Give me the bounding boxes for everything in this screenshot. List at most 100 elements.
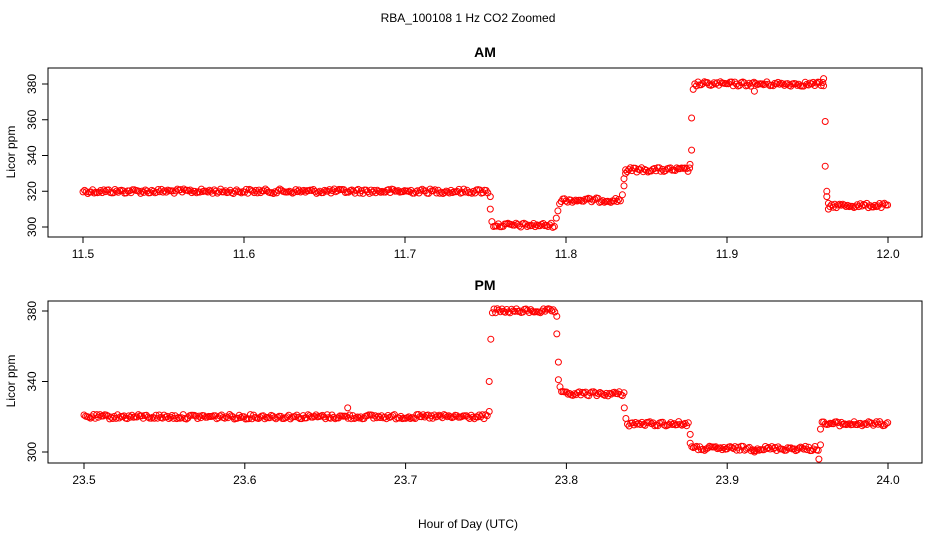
pm-data-point [704,444,712,452]
am-ytick-label: 320 [25,181,39,201]
pm-data-point [877,420,885,428]
am-data-point [774,78,782,86]
am-data-point [349,187,357,195]
pm-data-point [355,414,363,422]
pm-data-point [405,413,413,421]
pm-data-point [688,443,696,451]
am-data-point [884,201,892,209]
am-data-point [823,187,831,195]
am-ytick-label: 340 [25,145,39,165]
am-data-point [616,197,624,205]
pm-data-point [374,412,382,420]
pm-data-point [346,411,354,419]
pm-data-point [554,376,562,384]
am-xtick-label: 11.9 [716,247,739,261]
am-data-point [684,167,692,175]
pm-data-point [434,412,442,420]
pm-data-point [354,413,362,421]
am-data-point [819,79,827,86]
am-data-point [864,204,872,212]
pm-data-point [720,444,728,451]
am-data-point [207,187,215,195]
am-data-point [293,188,301,196]
am-data-point [311,187,319,195]
am-data-point [820,82,828,90]
pm-data-point [99,412,107,420]
am-ytick-label: 300 [25,217,39,237]
am-data-point [820,75,828,83]
pm-data-point [469,413,477,421]
pm-xtick-label: 23.5 [72,473,96,487]
am-ylabel: Licor ppm [4,126,18,179]
am-data-point [193,189,201,197]
am-data-point [871,201,879,209]
pm-data-point [686,439,694,447]
pm-data-point [594,390,602,398]
pm-data-point [614,390,622,398]
pm-data-point [548,307,556,315]
am-data-point [552,214,560,222]
pm-data-point [195,412,203,420]
am-data-point [688,146,696,154]
pm-data-point [817,425,824,433]
pm-data-point [490,305,498,313]
pm-data-point [712,443,720,451]
am-data-point [162,188,170,196]
am-data-point [180,185,188,193]
pm-ytick-label: 380 [25,301,39,321]
pm-ylabel: Licor ppm [4,355,18,408]
am-data-point [750,87,758,95]
pm-data-point [516,307,524,315]
am-data-point [486,205,494,213]
pm-data-point [676,420,684,428]
pm-data-point [646,418,654,426]
am-data-point [364,188,372,196]
pm-ytick-label: 300 [25,442,39,462]
pm-data-point [684,419,692,427]
am-data-point [220,188,228,196]
am-data-point [488,218,496,226]
pm-data-point [815,455,823,463]
am-data-point [469,187,477,195]
pm-data-point [834,419,842,426]
pm-data-point [718,446,726,454]
am-data-point [824,205,832,213]
am-data-point [876,200,884,207]
pm-xtick-label: 24.0 [876,473,900,487]
pm-data-point [556,383,564,391]
pm-data-point [144,413,152,421]
am-data-point [869,203,877,211]
pm-data-point [747,447,755,455]
am-data-point [567,196,575,204]
am-data-point [618,191,626,199]
pm-axes: 23.5 23.6 23.7 23.8 23.9 24.0 300 340 380 [25,301,900,487]
am-xtick-label: 11.5 [72,247,95,261]
pm-data-point [790,445,798,453]
figure-title: RBA_100108 1 Hz CO2 Zoomed [381,11,556,25]
pm-panel-title: PM [475,277,496,293]
am-data-point [764,80,772,88]
pm-data-point [818,418,826,426]
pm-data-point [622,415,630,422]
pm-xtick-label: 23.9 [716,473,740,487]
pm-data-point [487,335,495,343]
pm-data-point [442,412,450,419]
pm-data-point [291,413,299,421]
pm-data-point [483,412,491,420]
am-data-point [138,187,146,195]
am-data-point [82,188,90,196]
am-points [79,75,892,231]
am-data-point [191,187,199,195]
pm-data-point [466,415,474,422]
pm-data-point [868,419,876,427]
pm-data-point [554,358,562,366]
am-data-point [333,187,341,195]
pm-data-point [107,413,115,421]
pm-ytick-label: 340 [25,371,39,391]
pm-data-point [344,404,352,412]
am-data-point [225,188,233,196]
pm-data-point [817,441,824,449]
am-data-point [441,189,449,196]
am-data-point [615,196,623,203]
am-data-point [823,193,831,201]
